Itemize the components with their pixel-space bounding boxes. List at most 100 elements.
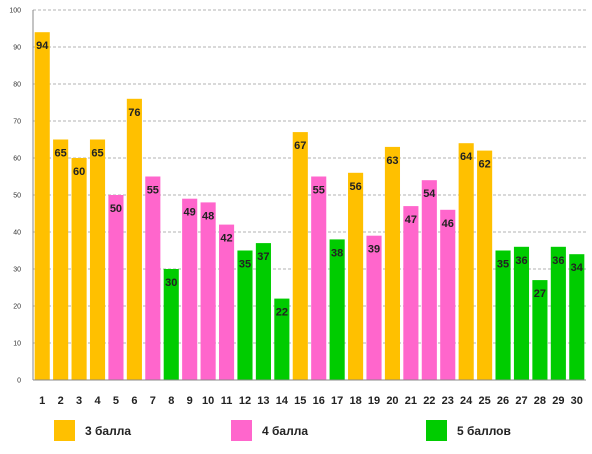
bar-9	[182, 198, 198, 380]
data-label: 37	[257, 251, 269, 263]
bar-29	[550, 246, 566, 380]
x-tick-label: 26	[497, 395, 509, 407]
bar-5	[108, 195, 124, 380]
bar-18	[348, 172, 364, 380]
x-tick-label: 2	[58, 395, 64, 407]
data-label: 67	[294, 140, 306, 152]
y-tick-label: 60	[13, 156, 21, 163]
x-tick-label: 6	[131, 395, 137, 407]
x-tick-label: 22	[423, 395, 435, 407]
x-tick-label: 17	[331, 395, 343, 407]
y-axis-ticks: 0 10 20 30 40 50 60 70 80 90 100	[9, 8, 21, 385]
legend-swatch-4	[231, 420, 252, 441]
bar-16	[311, 176, 327, 380]
legend-label-5: 5 баллов	[457, 423, 511, 438]
x-tick-label: 10	[202, 395, 214, 407]
x-tick-label: 27	[515, 395, 527, 407]
x-tick-label: 4	[94, 395, 101, 407]
data-label: 46	[442, 218, 454, 230]
x-tick-label: 28	[534, 395, 546, 407]
bar-10	[200, 202, 216, 380]
x-tick-label: 18	[349, 395, 361, 407]
x-tick-label: 20	[386, 395, 398, 407]
data-label: 42	[220, 233, 232, 245]
bar-26	[495, 250, 511, 380]
data-label: 63	[386, 155, 398, 167]
data-label: 65	[55, 148, 67, 160]
data-label: 94	[36, 40, 49, 52]
bar-2	[53, 139, 69, 380]
x-tick-label: 23	[442, 395, 454, 407]
data-label: 36	[552, 255, 564, 267]
x-tick-label: 30	[571, 395, 583, 407]
data-label: 35	[239, 259, 251, 271]
bar-8	[163, 269, 179, 380]
bar-11	[218, 224, 235, 380]
y-tick-label: 90	[13, 45, 21, 52]
x-tick-label: 19	[368, 395, 380, 407]
y-tick-label: 40	[13, 230, 21, 237]
x-tick-label: 9	[187, 395, 193, 407]
gridlines	[33, 9, 586, 344]
x-tick-label: 16	[313, 395, 325, 407]
bar-3	[71, 158, 87, 380]
data-label: 65	[91, 148, 103, 160]
x-tick-label: 5	[113, 395, 119, 407]
data-label: 54	[423, 188, 436, 200]
bar-15	[292, 132, 308, 380]
legend-swatch-5	[426, 420, 447, 441]
data-label: 35	[497, 259, 509, 271]
data-label: 38	[331, 247, 343, 259]
bar-4	[89, 139, 106, 380]
data-label: 36	[515, 255, 527, 267]
bar-22	[421, 180, 437, 380]
data-label: 49	[184, 207, 196, 219]
x-tick-label: 3	[76, 395, 82, 407]
y-tick-label: 80	[13, 82, 21, 89]
y-tick-label: 70	[13, 119, 21, 126]
data-label: 62	[478, 159, 490, 171]
x-tick-label: 12	[239, 395, 251, 407]
x-tick-label: 7	[150, 395, 156, 407]
data-label: 27	[534, 288, 546, 300]
bar-21	[403, 206, 419, 380]
y-tick-label: 20	[13, 304, 21, 311]
data-label: 55	[313, 185, 325, 197]
bar-19	[366, 235, 382, 380]
data-label: 76	[128, 107, 140, 119]
x-axis-ticks: 1 2 3 4 5 6 7 8 9 10 11 12 13 14 15 16 17 18 19 20 21 22 23 24 2…	[39, 395, 583, 407]
data-label: 64	[460, 151, 473, 163]
x-tick-label: 8	[168, 395, 174, 407]
legend-label-4: 4 балла	[262, 423, 309, 438]
data-label: 50	[110, 203, 122, 215]
bar-25	[477, 150, 493, 380]
bar-30	[569, 254, 585, 380]
bar-28	[532, 280, 548, 380]
y-tick-label: 0	[17, 378, 21, 385]
x-tick-label: 24	[460, 395, 473, 407]
bar-27	[513, 246, 530, 380]
legend-label-3: 3 балла	[85, 423, 132, 438]
data-label: 56	[349, 181, 361, 193]
data-label: 47	[405, 214, 417, 226]
legend-item-5: 5 баллов	[426, 420, 511, 441]
data-label: 30	[165, 277, 177, 289]
bar-24	[458, 143, 474, 380]
bar-14	[274, 298, 290, 380]
x-tick-label: 1	[39, 395, 45, 407]
legend-swatch-3	[54, 420, 75, 441]
data-label: 60	[73, 166, 85, 178]
x-tick-label: 25	[478, 395, 490, 407]
bars	[34, 32, 585, 381]
bar-13	[255, 243, 271, 380]
bar-12	[237, 250, 253, 380]
data-label: 55	[147, 185, 159, 197]
data-label: 34	[571, 262, 584, 274]
bar-7	[145, 176, 161, 380]
x-tick-label: 15	[294, 395, 306, 407]
x-tick-label: 11	[221, 395, 233, 407]
y-tick-label: 30	[13, 267, 21, 274]
y-tick-label: 10	[13, 341, 21, 348]
x-tick-label: 13	[257, 395, 269, 407]
